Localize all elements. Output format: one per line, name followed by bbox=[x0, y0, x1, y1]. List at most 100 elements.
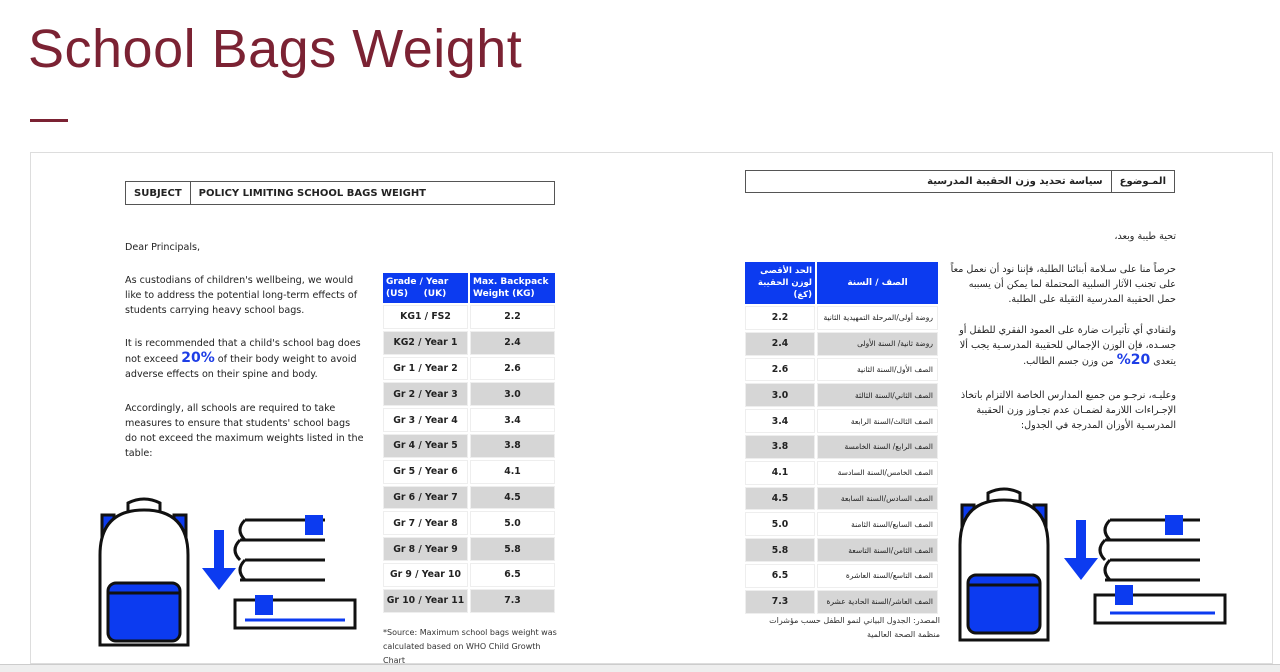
weight-cell: 2.2 bbox=[745, 306, 815, 330]
p2-text: It is recommended that a child's school … bbox=[125, 338, 361, 365]
p2-text-end: of their body weight to avoid adverse ef… bbox=[125, 354, 357, 380]
table-row: Gr 1 / Year 2 2.6 bbox=[383, 356, 555, 381]
weight-cell: 3.8 bbox=[745, 434, 815, 459]
grade-cell: Gr 5 / Year 6 bbox=[383, 459, 468, 484]
paragraph-1-en: As custodians of children's wellbeing, w… bbox=[125, 275, 358, 316]
grade-cell: Gr 3 / Year 4 bbox=[383, 408, 468, 432]
weight-cell: 3.4 bbox=[470, 408, 555, 432]
table-row: Gr 4 / Year 5 3.8 bbox=[383, 433, 555, 458]
table-row: Gr 3 / Year 4 3.4 bbox=[383, 408, 555, 432]
grade-cell: الصف العاشر/السنة الحادية عشرة bbox=[817, 589, 938, 614]
grade-cell: الصف التاسع/السنة العاشرة bbox=[817, 563, 938, 588]
weight-cell: 5.8 bbox=[745, 538, 815, 562]
table-row: Gr 7 / Year 8 5.0 bbox=[383, 511, 555, 536]
grade-cell: KG1 / FS2 bbox=[383, 305, 468, 329]
grade-cell: Gr 7 / Year 8 bbox=[383, 511, 468, 536]
grade-cell: الصف السابع/السنة الثامنة bbox=[817, 512, 938, 537]
weight-cell: 4.1 bbox=[745, 460, 815, 485]
bottom-toolbar bbox=[0, 664, 1280, 672]
table-row: 5.8 الصف الثامن/السنة التاسعة bbox=[745, 538, 938, 562]
table-row: 4.1 الصف الخامس/السنة السادسة bbox=[745, 460, 938, 485]
percent-highlight: 20% bbox=[181, 350, 215, 366]
weight-cell: 5.0 bbox=[470, 511, 555, 536]
grade-cell: روضة ثانية/ السنة الأولى bbox=[817, 331, 938, 356]
greeting-ar: تحية طيبة وبعد، bbox=[1114, 231, 1176, 242]
table-row: KG2 / Year 1 2.4 bbox=[383, 330, 555, 355]
weight-cell: 2.4 bbox=[470, 330, 555, 355]
weights-table-en: Grade / Year (US) (UK) Max. Backpack Weig… bbox=[381, 271, 557, 615]
grade-cell: الصف السادس/السنة السابعة bbox=[817, 486, 938, 511]
table-row: Gr 6 / Year 7 4.5 bbox=[383, 485, 555, 510]
backpack-books-illustration-en bbox=[98, 497, 357, 647]
grade-cell: Gr 8 / Year 9 bbox=[383, 537, 468, 561]
paragraph-1-ar: حرصاً منا على سـلامة أبنائنا الطلبة، فإن… bbox=[950, 264, 1176, 305]
paragraph-3-en: Accordingly, all schools are required to… bbox=[125, 403, 364, 459]
grade-cell: KG2 / Year 1 bbox=[383, 330, 468, 355]
table-row: 6.5 الصف التاسع/السنة العاشرة bbox=[745, 563, 938, 588]
policy-image bbox=[30, 152, 1273, 664]
grade-cell: Gr 9 / Year 10 bbox=[383, 562, 468, 587]
weight-cell: 4.5 bbox=[470, 485, 555, 510]
backpack-icon-ar bbox=[958, 487, 1050, 642]
weights-table-ar: الحد الأقصى لوزن الحقيبة (كغ) الصف / السن… bbox=[743, 260, 940, 616]
paragraph-2-en: It is recommended that a child's school … bbox=[125, 336, 365, 382]
weight-cell: 2.6 bbox=[470, 356, 555, 381]
backpack-books-illustration-ar bbox=[958, 487, 1227, 642]
grade-cell: روضة أولى/المرحلة التمهيدية الثانية bbox=[817, 306, 938, 330]
table-row: 4.5 الصف السادس/السنة السابعة bbox=[745, 486, 938, 511]
grade-cell: الصف الثامن/السنة التاسعة bbox=[817, 538, 938, 562]
header-grade: Grade / Year (US) (UK) bbox=[383, 273, 468, 303]
subject-value-ar: سياسة تحديد وزن الحقيبة المدرسية bbox=[927, 176, 1103, 187]
table-row: KG1 / FS2 2.2 bbox=[383, 305, 555, 329]
table-row: Gr 10 / Year 11 7.3 bbox=[383, 588, 555, 613]
books-icon-ar bbox=[1093, 515, 1227, 625]
weight-cell: 3.8 bbox=[470, 433, 555, 458]
table-row: 2.6 الصف الأول/السنة الثانية bbox=[745, 357, 938, 382]
percent-highlight-ar: 20% bbox=[1116, 352, 1151, 368]
weight-cell: 6.5 bbox=[745, 563, 815, 588]
table-row: 2.2 روضة أولى/المرحلة التمهيدية الثانية bbox=[745, 306, 938, 330]
down-arrow-icon bbox=[202, 530, 236, 590]
paragraph-3-ar: وعليـه، نرجـو من جميع المدارس الخاصة الا… bbox=[960, 390, 1176, 431]
grade-cell: Gr 2 / Year 3 bbox=[383, 382, 468, 407]
weight-cell: 3.0 bbox=[745, 383, 815, 408]
grade-cell: الصف الثاني/السنة الثالثة bbox=[817, 383, 938, 408]
source-note-en: *Source: Maximum school bags weight was … bbox=[383, 628, 557, 665]
table-row: Gr 8 / Year 9 5.8 bbox=[383, 537, 555, 561]
table-row: Gr 2 / Year 3 3.0 bbox=[383, 382, 555, 407]
header-weight-ar: الحد الأقصى لوزن الحقيبة (كغ) bbox=[745, 262, 815, 304]
page-title: School Bags Weight bbox=[28, 19, 523, 79]
table-row: 3.8 الصف الرابع/ السنة الخامسة bbox=[745, 434, 938, 459]
weight-cell: 2.4 bbox=[745, 331, 815, 356]
weight-cell: 4.5 bbox=[745, 486, 815, 511]
title-underline bbox=[30, 119, 68, 122]
table-row: 3.0 الصف الثاني/السنة الثالثة bbox=[745, 383, 938, 408]
weight-cell: 2.2 bbox=[470, 305, 555, 329]
grade-cell: Gr 4 / Year 5 bbox=[383, 433, 468, 458]
weight-cell: 7.3 bbox=[470, 588, 555, 613]
grade-cell: الصف الرابع/ السنة الخامسة bbox=[817, 434, 938, 459]
table-row: Gr 9 / Year 10 6.5 bbox=[383, 562, 555, 587]
subject-box-en: SUBJECT POLICY LIMITING SCHOOL BAGS WEIG… bbox=[125, 181, 555, 205]
subject-value: POLICY LIMITING SCHOOL BAGS WEIGHT bbox=[198, 187, 427, 199]
weight-cell: 6.5 bbox=[470, 562, 555, 587]
paragraph-2-ar: ولتفادي أي تأثيرات ضارة على العمود الفقر… bbox=[950, 323, 1176, 369]
backpack-icon bbox=[98, 497, 190, 647]
subject-box-ar: المـوضوع سياسة تحديد وزن الحقيبة المدرسي… bbox=[745, 170, 1175, 193]
grade-cell: Gr 10 / Year 11 bbox=[383, 588, 468, 613]
source-note-ar: المصدر: الجدول البياني لنمو الطفل حسب مؤ… bbox=[769, 616, 940, 639]
table-row: Gr 5 / Year 6 4.1 bbox=[383, 459, 555, 484]
weight-cell: 5.8 bbox=[470, 537, 555, 561]
table-row: 3.4 الصف الثالث/السنة الرابعة bbox=[745, 409, 938, 433]
weight-cell: 2.6 bbox=[745, 357, 815, 382]
p2-text-ar: ولتفادي أي تأثيرات ضارة على العمود الفقر… bbox=[959, 325, 1176, 367]
table-row: 7.3 الصف العاشر/السنة الحادية عشرة bbox=[745, 589, 938, 614]
weight-cell: 5.0 bbox=[745, 512, 815, 537]
greeting-en: Dear Principals, bbox=[125, 242, 201, 253]
down-arrow-icon-ar bbox=[1064, 520, 1098, 580]
header-weight: Max. Backpack Weight (KG) bbox=[470, 273, 555, 303]
subject-label-ar: المـوضوع bbox=[1110, 171, 1174, 192]
weight-cell: 4.1 bbox=[470, 459, 555, 484]
subject-label: SUBJECT bbox=[126, 182, 191, 204]
grade-cell: الصف الأول/السنة الثانية bbox=[817, 357, 938, 382]
